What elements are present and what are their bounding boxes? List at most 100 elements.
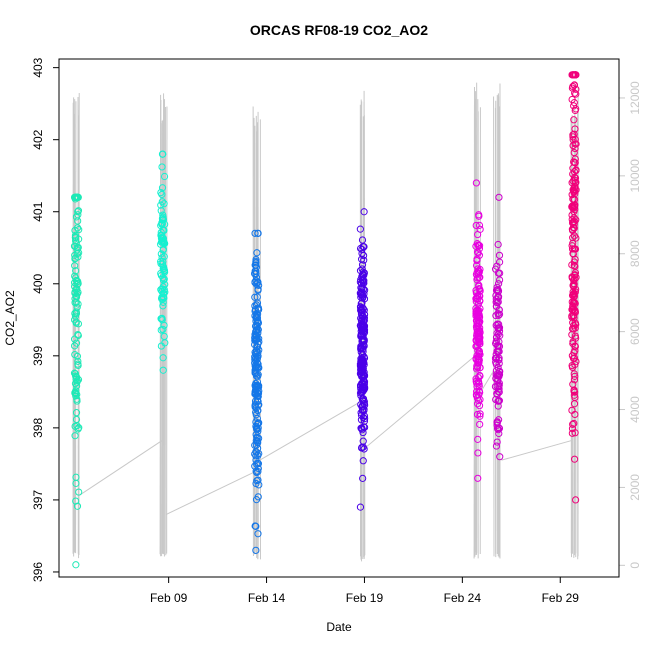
data-point bbox=[570, 258, 578, 266]
y-tick-label: 401 bbox=[31, 201, 45, 221]
data-point bbox=[359, 413, 367, 421]
data-point bbox=[251, 229, 259, 237]
series-RF12 bbox=[472, 179, 484, 482]
data-point bbox=[495, 359, 503, 368]
data-point bbox=[159, 366, 167, 374]
data-point bbox=[570, 148, 578, 157]
data-point bbox=[74, 217, 82, 225]
data-point bbox=[74, 193, 82, 201]
chart-title: ORCAS RF08-19 CO2_AO2 bbox=[250, 22, 428, 38]
data-point bbox=[357, 310, 366, 318]
data-point bbox=[358, 289, 366, 298]
data-point bbox=[570, 289, 578, 297]
series-RF13 bbox=[491, 193, 504, 461]
y2-tick-label: 6000 bbox=[628, 318, 642, 345]
data-point bbox=[570, 279, 578, 288]
x-axis-label: Date bbox=[326, 620, 352, 634]
data-point bbox=[159, 290, 167, 298]
data-point bbox=[356, 244, 365, 253]
data-point bbox=[252, 546, 260, 554]
altitude-connector-3 bbox=[364, 354, 477, 449]
data-point bbox=[71, 432, 79, 440]
data-point bbox=[571, 182, 579, 190]
data-point bbox=[357, 367, 365, 376]
data-point bbox=[472, 365, 481, 373]
data-point bbox=[495, 311, 503, 319]
data-point bbox=[359, 474, 367, 482]
data-point bbox=[71, 309, 79, 318]
data-point bbox=[569, 339, 577, 348]
series-RF09 bbox=[157, 150, 169, 374]
data-point bbox=[568, 352, 576, 360]
data-point bbox=[495, 388, 503, 396]
data-point bbox=[473, 261, 481, 270]
data-point bbox=[356, 360, 365, 368]
data-point bbox=[71, 370, 80, 378]
data-point bbox=[157, 240, 165, 248]
data-point bbox=[359, 332, 367, 340]
data-point bbox=[495, 324, 503, 333]
data-point bbox=[494, 330, 502, 338]
data-point bbox=[158, 198, 166, 206]
data-point bbox=[495, 429, 503, 438]
data-point bbox=[251, 270, 259, 278]
data-point bbox=[74, 208, 82, 216]
data-point bbox=[72, 473, 80, 481]
data-point bbox=[572, 496, 580, 504]
series-RF14 bbox=[568, 71, 580, 504]
data-point bbox=[252, 522, 260, 530]
altitude-connector-2 bbox=[259, 401, 361, 461]
data-point bbox=[358, 261, 367, 269]
data-point bbox=[568, 312, 576, 320]
data-point bbox=[569, 420, 577, 428]
data-point bbox=[254, 464, 262, 473]
data-point bbox=[72, 267, 80, 275]
data-point bbox=[254, 467, 262, 476]
y2-tick-label: 8000 bbox=[628, 240, 642, 267]
data-point bbox=[158, 219, 166, 227]
data-point bbox=[254, 439, 262, 447]
data-point bbox=[358, 249, 366, 257]
data-point bbox=[254, 352, 262, 360]
data-point bbox=[572, 166, 580, 175]
data-point bbox=[570, 168, 579, 176]
data-point bbox=[492, 286, 501, 294]
data-point bbox=[75, 488, 83, 496]
data-point bbox=[472, 308, 480, 316]
data-point bbox=[159, 276, 168, 284]
data-point bbox=[159, 246, 167, 254]
altitude-connector-0 bbox=[79, 440, 163, 496]
data-point bbox=[472, 312, 480, 320]
data-point bbox=[569, 71, 577, 79]
data-point bbox=[357, 330, 365, 339]
data-point bbox=[360, 445, 368, 453]
data-point bbox=[73, 281, 81, 289]
y2-tick-label: 0 bbox=[628, 562, 642, 569]
data-point bbox=[161, 288, 169, 296]
data-point bbox=[74, 361, 82, 370]
y-tick-label: 396 bbox=[31, 562, 45, 582]
y2-tick-label: 12000 bbox=[628, 81, 642, 115]
data-point bbox=[476, 287, 484, 295]
data-point bbox=[492, 371, 500, 379]
data-point bbox=[73, 397, 81, 405]
data-point bbox=[159, 211, 167, 219]
data-point bbox=[72, 318, 80, 326]
data-point bbox=[571, 135, 579, 143]
data-point bbox=[472, 337, 480, 345]
data-point bbox=[492, 442, 501, 450]
data-point bbox=[475, 221, 484, 229]
data-point bbox=[476, 329, 484, 337]
data-point bbox=[475, 245, 484, 253]
data-point bbox=[72, 497, 80, 505]
data-point bbox=[71, 242, 79, 250]
data-point bbox=[72, 561, 80, 569]
data-point bbox=[73, 502, 82, 510]
data-point bbox=[476, 412, 484, 420]
data-point bbox=[358, 335, 367, 343]
data-point bbox=[359, 387, 367, 396]
data-point bbox=[75, 249, 83, 257]
data-point bbox=[495, 251, 504, 259]
data-point bbox=[571, 144, 579, 153]
